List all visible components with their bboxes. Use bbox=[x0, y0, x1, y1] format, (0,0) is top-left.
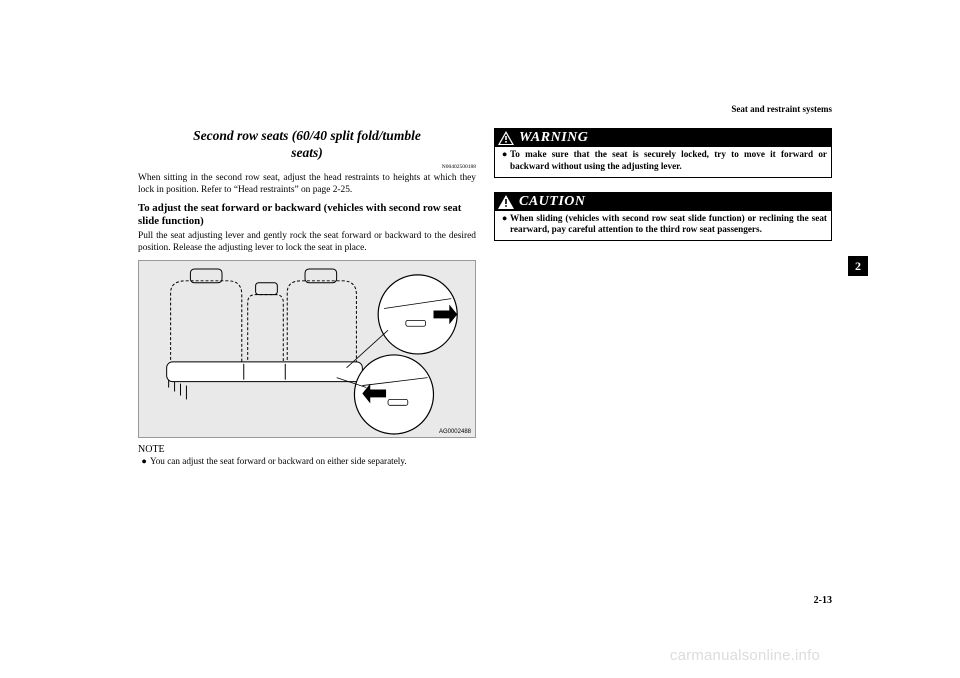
subheading: To adjust the seat forward or backward (… bbox=[138, 202, 476, 228]
intro-paragraph: When sitting in the second row seat, adj… bbox=[138, 172, 476, 196]
figure-label: AG0002488 bbox=[439, 429, 471, 435]
note-item: ● You can adjust the seat forward or bac… bbox=[138, 456, 476, 468]
document-number: N00402500188 bbox=[138, 164, 476, 170]
warning-text: To make sure that the seat is securely l… bbox=[510, 149, 827, 173]
warning-body: ● To make sure that the seat is securely… bbox=[495, 147, 831, 177]
warning-header: WARNING bbox=[495, 129, 831, 147]
caution-body: ● When sliding (vehicles with second row… bbox=[495, 211, 831, 241]
note-text: You can adjust the seat forward or backw… bbox=[150, 456, 407, 468]
seat-figure: AG0002488 bbox=[138, 260, 476, 438]
watermark: carmanualsonline.info bbox=[670, 647, 820, 664]
warning-callout: WARNING ● To make sure that the seat is … bbox=[494, 128, 832, 178]
note-heading: NOTE bbox=[138, 444, 476, 455]
right-column: WARNING ● To make sure that the seat is … bbox=[494, 128, 832, 467]
warning-triangle-icon bbox=[497, 130, 515, 146]
bullet-icon: ● bbox=[138, 456, 150, 468]
left-column: Second row seats (60/40 split fold/tumbl… bbox=[138, 128, 476, 467]
running-header: Seat and restraint systems bbox=[731, 104, 832, 114]
bullet-icon: ● bbox=[499, 213, 510, 237]
caution-callout: CAUTION ● When sliding (vehicles with se… bbox=[494, 192, 832, 242]
section-title: Second row seats (60/40 split fold/tumbl… bbox=[138, 128, 476, 162]
section-title-line1: Second row seats (60/40 split fold/tumbl… bbox=[193, 128, 421, 143]
page-content: Seat and restraint systems Second row se… bbox=[138, 108, 832, 588]
page-number: 2-13 bbox=[814, 595, 832, 606]
caution-header: CAUTION bbox=[495, 193, 831, 211]
section-title-line2: seats) bbox=[291, 145, 323, 160]
chapter-tab: 2 bbox=[848, 256, 868, 276]
warning-item: ● To make sure that the seat is securely… bbox=[499, 149, 827, 173]
caution-triangle-icon bbox=[497, 194, 515, 210]
sub-paragraph: Pull the seat adjusting lever and gently… bbox=[138, 230, 476, 254]
two-column-layout: Second row seats (60/40 split fold/tumbl… bbox=[138, 128, 832, 467]
caution-title: CAUTION bbox=[519, 194, 586, 210]
seat-diagram-svg bbox=[139, 261, 475, 437]
warning-title: WARNING bbox=[519, 130, 588, 146]
caution-item: ● When sliding (vehicles with second row… bbox=[499, 213, 827, 237]
caution-text: When sliding (vehicles with second row s… bbox=[510, 213, 827, 237]
bullet-icon: ● bbox=[499, 149, 510, 173]
